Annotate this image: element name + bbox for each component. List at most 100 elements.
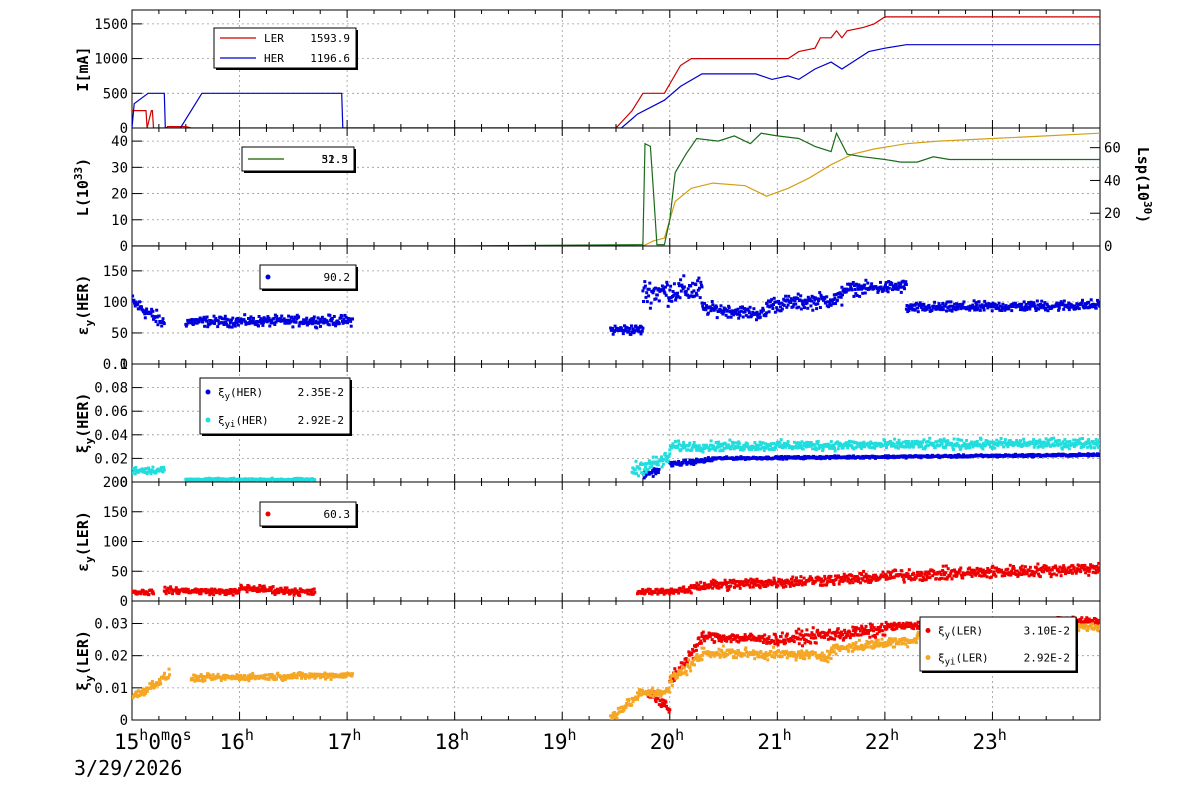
data-point [749,586,752,589]
data-point [809,304,812,307]
data-point [894,569,897,572]
data-point [903,287,906,290]
data-point [742,316,745,319]
data-point [670,300,673,303]
data-point [693,441,696,444]
data-point [637,474,640,477]
data-point [1099,447,1102,450]
data-point [679,296,682,299]
y-tick-label: 10 [111,213,128,229]
data-point [806,307,809,310]
data-point [328,314,331,317]
y-tick-label-right: 40 [1104,173,1121,189]
data-point [205,320,208,323]
data-point [313,588,316,591]
data-point [319,325,322,328]
data-point [802,448,805,451]
data-point [668,289,671,292]
data-point [768,310,771,313]
legend-swatch [266,275,271,280]
legend-value: 2.92E-2 [298,414,344,427]
axis-label: Lsp(1030) [1134,147,1154,223]
data-point [710,439,713,442]
data-point [702,631,705,634]
data-point [663,458,666,461]
data-point [858,295,861,298]
data-point [652,475,655,478]
data-point [759,586,762,589]
data-point [801,644,804,647]
data-point [981,447,984,450]
data-point [697,277,700,280]
data-point [280,315,283,318]
data-point [1068,447,1071,450]
data-point [648,282,651,285]
data-point [162,466,165,469]
y-tick-label: 0.06 [94,404,128,420]
data-point [1033,574,1036,577]
data-point [980,438,983,441]
data-point [961,577,964,580]
data-point [217,319,220,322]
data-point [152,592,155,595]
data-point [346,321,349,324]
data-point [232,594,235,597]
data-point [644,465,647,468]
data-point [652,456,655,459]
data-point [645,296,648,299]
data-point [803,577,806,580]
data-point [730,445,733,448]
data-point [933,301,936,304]
legend: 52.531.3 [242,147,356,173]
data-point [822,448,825,451]
data-point [273,317,276,320]
data-point [1006,568,1009,571]
data-point [1058,307,1061,310]
data-point [983,309,986,312]
data-point [739,314,742,317]
data-point [687,287,690,290]
data-point [655,700,658,703]
data-point [1079,570,1082,573]
data-point [998,302,1001,305]
data-point [338,322,341,325]
data-point [298,594,301,597]
data-point [774,447,777,450]
data-point [224,315,227,318]
data-point [883,634,886,637]
data-point [781,632,784,635]
data-point [811,309,814,312]
data-point [1002,445,1005,448]
data-point [784,295,787,298]
data-point [858,577,861,580]
data-point [171,592,174,595]
data-point [993,447,996,450]
data-point [206,316,209,319]
data-point [838,583,841,586]
y-tick-label: 0.02 [94,451,128,467]
data-point [1013,567,1016,570]
data-point [963,300,966,303]
y-tick-label: 20 [111,187,128,203]
data-point [833,583,836,586]
data-point [942,308,945,311]
data-point [986,575,989,578]
data-point [664,701,667,704]
data-point [699,281,702,284]
data-point [313,591,316,594]
data-point [701,285,704,288]
data-point [862,570,865,573]
data-point [768,635,771,638]
data-point [816,629,819,632]
data-point [252,317,255,320]
data-point [786,633,789,636]
data-point [1036,563,1039,566]
data-point [917,310,920,313]
data-point [1022,438,1025,441]
data-point [662,463,665,466]
data-point [974,301,977,304]
data-point [976,440,979,443]
